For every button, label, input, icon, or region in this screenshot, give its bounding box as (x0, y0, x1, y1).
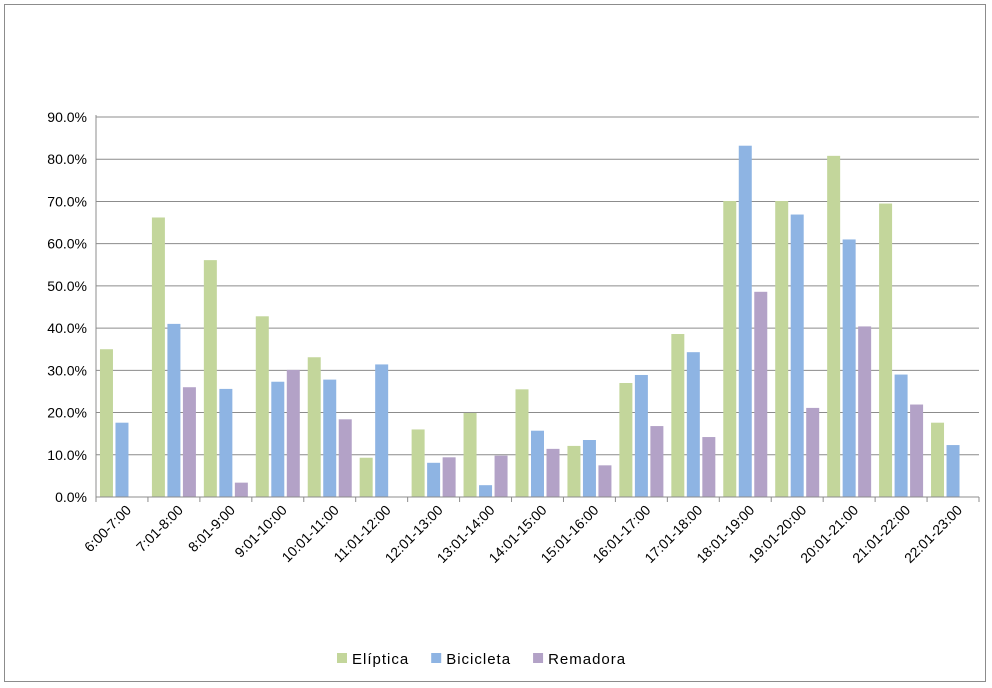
bar-remadora (182, 387, 196, 497)
legend-swatch (431, 653, 442, 663)
bar-el-ptica (203, 260, 217, 497)
legend-label: Elíptica (352, 651, 409, 668)
bar-bicicleta (375, 364, 389, 497)
bar-el-ptica (99, 349, 113, 497)
bar-bicicleta (790, 214, 804, 498)
bar-bicicleta (167, 323, 181, 497)
bar-bicicleta (686, 352, 700, 497)
chart-frame: 0.0% 10.0% 20.0% 30.0% 40.0% 50.0% 60.0% 70.0% 8… (4, 4, 986, 682)
y-tick-label: 50.0% (47, 278, 87, 294)
bar-remadora (858, 326, 872, 497)
axes (95, 115, 980, 502)
legend-label: Remadora (548, 651, 626, 668)
bars (99, 145, 960, 498)
bar-bicicleta (634, 374, 648, 497)
grid-lines (96, 116, 979, 456)
x-axis-tick-labels: 6:00-7:007:01-8:008:01-9:009:01-10:0010:… (81, 502, 965, 566)
bar-bicicleta (479, 485, 493, 497)
bar-remadora (754, 291, 768, 497)
x-tick-label: 6:00-7:00 (81, 502, 134, 555)
bar-remadora (286, 369, 300, 497)
y-tick-label: 40.0% (47, 320, 87, 336)
bar-remadora (910, 404, 924, 497)
bar-bicicleta (323, 379, 337, 497)
bar-el-ptica (307, 357, 321, 497)
bar-remadora (442, 457, 456, 497)
bar-bicicleta (427, 462, 441, 497)
x-tick-label: 7:01-8:00 (133, 502, 186, 555)
legend-swatch (533, 653, 544, 663)
y-tick-label: 0.0% (55, 489, 87, 505)
y-axis-tick-labels: 0.0% 10.0% 20.0% 30.0% 40.0% 50.0% 60.0% 70.0% 8… (47, 109, 87, 505)
bar-remadora (234, 482, 248, 497)
legend: Elíptica Bicicleta Remadora (337, 651, 626, 668)
bar-bicicleta (738, 145, 752, 497)
y-tick-label: 30.0% (47, 362, 87, 378)
bar-bicicleta (842, 239, 856, 497)
legend-swatch (337, 653, 347, 663)
bar-bicicleta (531, 430, 544, 497)
bar-el-ptica (619, 383, 633, 497)
bar-el-ptica (671, 334, 685, 497)
bar-el-ptica (515, 389, 529, 497)
bar-chart: 0.0% 10.0% 20.0% 30.0% 40.0% 50.0% 60.0% 70.0% 8… (47, 109, 980, 668)
bar-el-ptica (827, 155, 841, 497)
bar-remadora (598, 465, 612, 497)
bar-el-ptica (775, 201, 789, 497)
bar-el-ptica (567, 445, 581, 497)
y-tick-label: 20.0% (47, 405, 87, 421)
bar-bicicleta (219, 388, 233, 497)
bar-bicicleta (115, 422, 129, 497)
bar-el-ptica (463, 412, 477, 497)
bar-remadora (546, 448, 560, 497)
y-tick-label: 90.0% (47, 109, 87, 125)
bar-el-ptica (151, 217, 165, 497)
bar-bicicleta (894, 374, 908, 497)
bar-remadora (650, 426, 664, 497)
bar-bicicleta (271, 381, 285, 497)
bar-el-ptica (879, 203, 893, 498)
y-tick-label: 80.0% (47, 151, 87, 167)
bar-remadora (702, 437, 716, 497)
bar-el-ptica (723, 201, 737, 497)
bar-remadora (338, 419, 352, 497)
legend-label: Bicicleta (446, 651, 511, 668)
bar-remadora (806, 407, 820, 497)
y-tick-label: 70.0% (47, 193, 87, 209)
y-tick-label: 10.0% (47, 447, 87, 463)
x-tick-label: 8:01-9:00 (185, 502, 238, 555)
bar-el-ptica (255, 316, 269, 497)
y-tick-label: 60.0% (47, 236, 87, 252)
bar-bicicleta (582, 440, 596, 497)
bar-remadora (494, 455, 508, 497)
bar-el-ptica (359, 457, 373, 497)
bar-bicicleta (946, 445, 960, 497)
bar-el-ptica (411, 429, 425, 497)
bar-el-ptica (931, 422, 945, 497)
